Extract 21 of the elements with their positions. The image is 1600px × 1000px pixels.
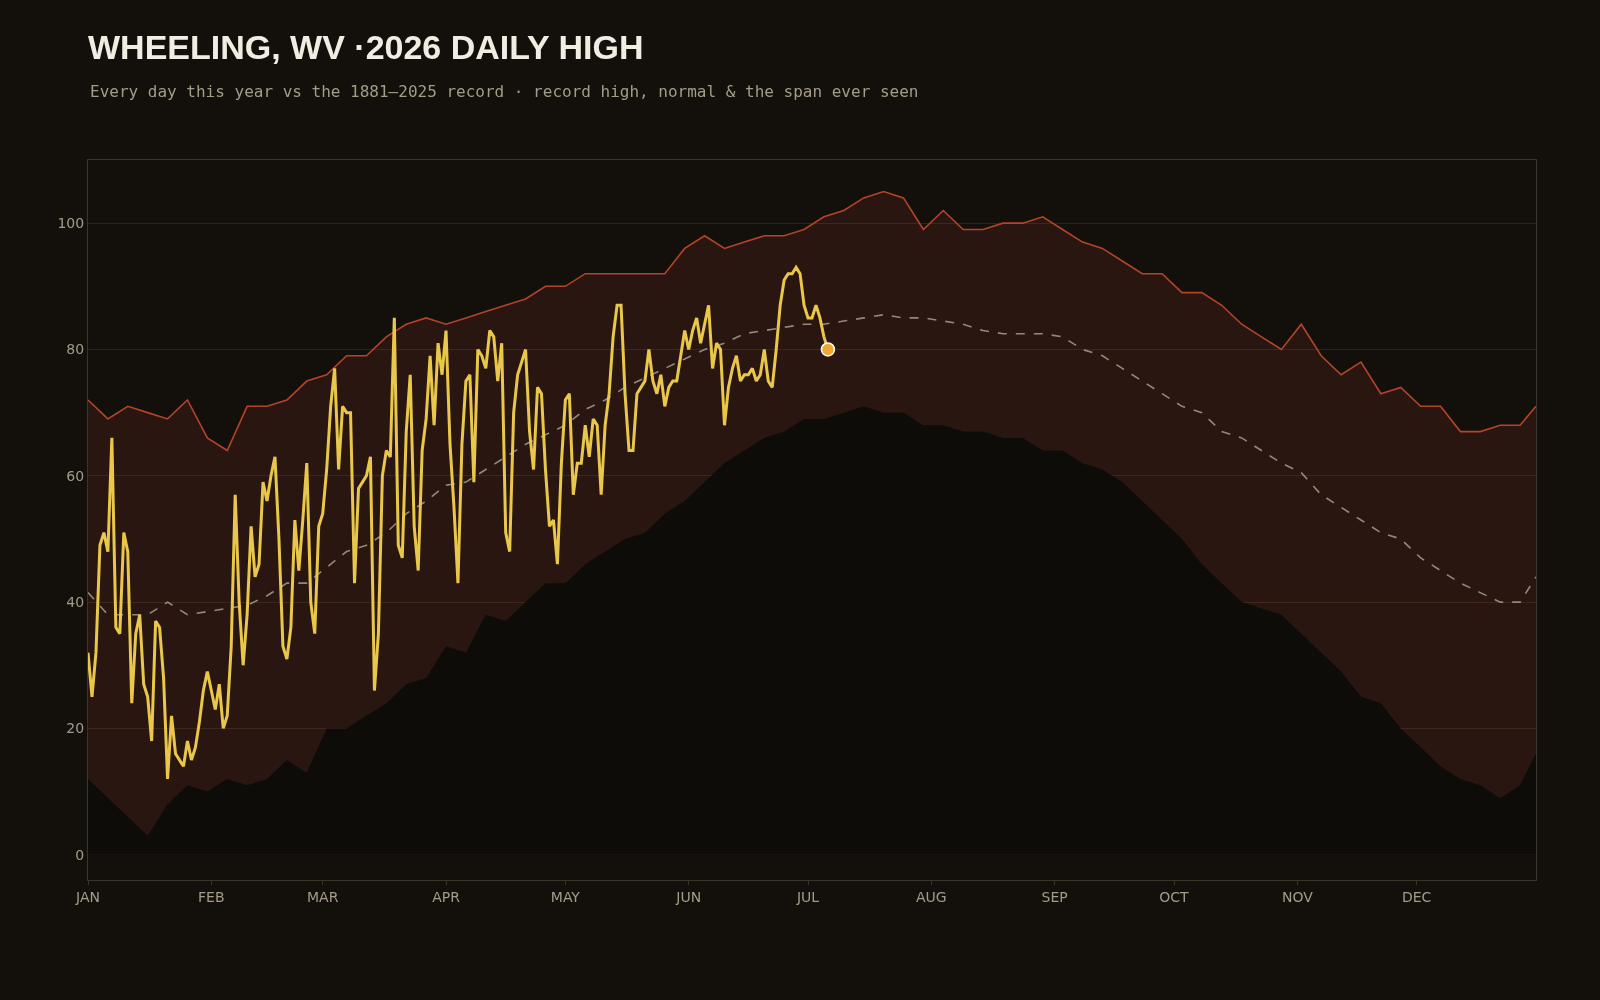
y-tick-label: 20 xyxy=(66,720,85,737)
y-tick-label: 40 xyxy=(66,594,85,611)
x-tick-label: MAR xyxy=(307,888,339,905)
chart-subtitle: Every day this year vs the 1881–2025 record · record high, normal & the span ever seen xyxy=(90,82,919,101)
x-tick-label: JUL xyxy=(795,888,820,905)
y-tick-label: 0 xyxy=(75,846,85,863)
x-tick-label: OCT xyxy=(1159,888,1190,905)
x-tick-label: NOV xyxy=(1281,888,1314,905)
x-tick-label: JUN xyxy=(675,888,702,905)
x-tick-label: MAY xyxy=(550,888,581,905)
y-tick-label: 80 xyxy=(66,341,85,358)
x-tick-label: APR xyxy=(432,888,461,905)
x-tick-label: JAN xyxy=(75,888,100,905)
y-tick-label: 100 xyxy=(57,215,85,232)
y-tick-label: 60 xyxy=(66,467,85,484)
x-tick-label: FEB xyxy=(198,888,225,905)
x-tick-label: SEP xyxy=(1041,888,1068,905)
x-tick-label: DEC xyxy=(1401,888,1432,905)
x-tick-label: AUG xyxy=(916,888,947,905)
chart-title: WHEELING, WV ·2026 DAILY HIGH xyxy=(88,27,644,66)
line-series xyxy=(88,313,1536,616)
